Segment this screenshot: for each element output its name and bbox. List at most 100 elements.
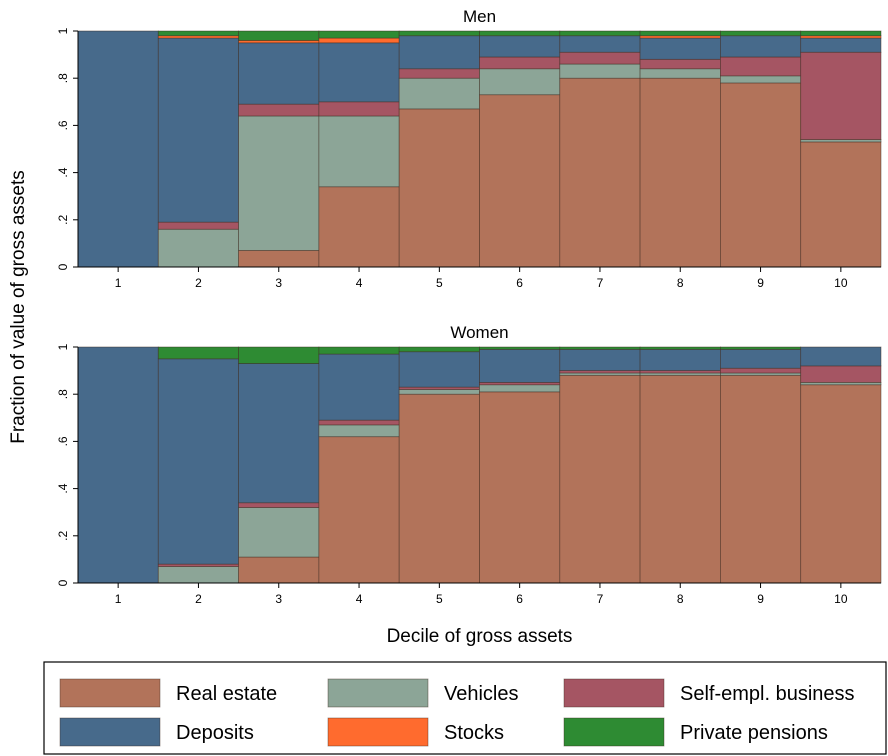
bar-segment-men-decile-9-deposits	[720, 36, 800, 57]
legend-label-stocks: Stocks	[444, 722, 504, 744]
bar-segment-men-decile-9-private-pensions	[720, 31, 800, 36]
y-tick-label: 0	[56, 579, 70, 586]
bar-segment-women-decile-3-deposits	[239, 364, 319, 503]
bar-segment-men-decile-2-vehicles	[158, 229, 238, 267]
bar-segment-women-decile-9-deposits	[720, 349, 800, 368]
legend-swatch-private-pensions	[564, 718, 664, 746]
bar-segment-women-decile-4-self-empl-business	[319, 420, 399, 425]
x-tick-label: 4	[356, 276, 363, 290]
legend-label-self-empl-business: Self-empl. business	[680, 683, 855, 705]
bar-segment-women-decile-6-real-estate	[480, 392, 560, 583]
y-tick-label: 0	[56, 263, 70, 270]
bar-segment-men-decile-6-self-empl-business	[480, 57, 560, 69]
bar-segment-men-decile-3-deposits	[239, 43, 319, 104]
y-tick-label: .2	[56, 530, 70, 540]
legend-swatch-stocks	[328, 718, 428, 746]
bar-segment-men-decile-4-private-pensions	[319, 31, 399, 38]
bar-segment-women-decile-9-real-estate	[720, 375, 800, 583]
x-tick-label: 9	[757, 276, 764, 290]
bar-segment-women-decile-3-self-empl-business	[239, 503, 319, 508]
bar-segment-men-decile-6-deposits	[480, 36, 560, 57]
bar-segment-men-decile-5-real-estate	[399, 109, 479, 267]
bar-segment-men-decile-7-real-estate	[560, 78, 640, 267]
panel-title-women: Women	[450, 323, 508, 342]
bar-segment-women-decile-8-real-estate	[640, 375, 720, 583]
x-tick-label: 8	[677, 592, 684, 606]
legend-swatch-real-estate	[60, 679, 160, 707]
panel-title-men: Men	[463, 7, 496, 26]
bar-segment-men-decile-4-real-estate	[319, 187, 399, 267]
bar-segment-men-decile-2-self-empl-business	[158, 222, 238, 229]
y-tick-label: .4	[56, 483, 70, 493]
bar-segment-women-decile-2-private-pensions	[158, 347, 238, 359]
bar-segment-men-decile-4-stocks	[319, 38, 399, 43]
bar-segment-women-decile-2-deposits	[158, 359, 238, 564]
bar-segment-women-decile-4-private-pensions	[319, 347, 399, 354]
bar-segment-men-decile-4-vehicles	[319, 116, 399, 187]
bar-segment-women-decile-2-vehicles	[158, 566, 238, 583]
y-tick-label: .8	[56, 73, 70, 83]
bar-segment-men-decile-6-private-pensions	[480, 31, 560, 36]
bar-segment-men-decile-8-private-pensions	[640, 31, 720, 36]
bar-segment-men-decile-5-self-empl-business	[399, 69, 479, 78]
bar-segment-women-decile-8-deposits	[640, 349, 720, 370]
bar-segment-women-decile-5-vehicles	[399, 389, 479, 394]
bar-segment-men-decile-10-real-estate	[801, 142, 881, 267]
bar-segment-women-decile-4-real-estate	[319, 437, 399, 583]
bar-segment-women-decile-5-deposits	[399, 352, 479, 387]
y-tick-label: .6	[56, 436, 70, 446]
bar-segment-men-decile-7-deposits	[560, 36, 640, 53]
bar-segment-men-decile-3-self-empl-business	[239, 104, 319, 116]
y-tick-label: .4	[56, 167, 70, 177]
bar-segment-men-decile-2-deposits	[158, 38, 238, 222]
bar-segment-men-decile-8-vehicles	[640, 69, 720, 78]
bar-segment-women-decile-4-vehicles	[319, 425, 399, 437]
bar-segment-men-decile-3-real-estate	[239, 250, 319, 267]
bar-segment-women-decile-5-private-pensions	[399, 347, 479, 352]
legend-label-real-estate: Real estate	[176, 683, 277, 705]
y-axis-title: Fraction of value of gross assets	[8, 170, 29, 444]
x-tick-label: 3	[275, 592, 282, 606]
bar-segment-women-decile-6-deposits	[480, 349, 560, 382]
bar-segment-men-decile-6-real-estate	[480, 95, 560, 267]
bar-segment-men-decile-10-private-pensions	[801, 31, 881, 36]
bar-segment-men-decile-9-self-empl-business	[720, 57, 800, 76]
x-tick-label: 6	[516, 592, 523, 606]
bar-segment-men-decile-3-private-pensions	[239, 31, 319, 40]
bar-segment-women-decile-3-vehicles	[239, 507, 319, 557]
bar-segment-women-decile-4-deposits	[319, 354, 399, 420]
bar-segment-men-decile-9-vehicles	[720, 76, 800, 83]
bar-segment-women-decile-8-private-pensions	[640, 347, 720, 349]
bar-segment-women-decile-7-deposits	[560, 349, 640, 370]
bar-segment-men-decile-7-vehicles	[560, 64, 640, 78]
x-tick-label: 5	[436, 276, 443, 290]
bar-segment-men-decile-4-self-empl-business	[319, 102, 399, 116]
x-tick-label: 1	[115, 276, 122, 290]
x-tick-label: 2	[195, 276, 202, 290]
bar-segment-men-decile-5-private-pensions	[399, 31, 479, 36]
bar-segment-men-decile-3-vehicles	[239, 116, 319, 251]
bar-segment-women-decile-3-private-pensions	[239, 347, 319, 364]
legend-label-private-pensions: Private pensions	[680, 722, 828, 744]
x-tick-label: 10	[834, 592, 848, 606]
x-tick-label: 2	[195, 592, 202, 606]
y-tick-label: .8	[56, 389, 70, 399]
y-tick-label: .6	[56, 120, 70, 130]
bar-segment-men-decile-1-deposits	[78, 31, 158, 267]
legend-swatch-vehicles	[328, 679, 428, 707]
bar-segment-women-decile-10-deposits	[801, 347, 881, 366]
bar-segment-men-decile-4-deposits	[319, 43, 399, 102]
bar-segment-women-decile-5-real-estate	[399, 394, 479, 583]
x-axis-title: Decile of gross assets	[387, 626, 573, 647]
bar-segment-women-decile-9-private-pensions	[720, 347, 800, 349]
bar-segment-men-decile-9-real-estate	[720, 83, 800, 267]
bar-segment-men-decile-8-self-empl-business	[640, 59, 720, 68]
x-tick-label: 1	[115, 592, 122, 606]
bar-segment-women-decile-3-real-estate	[239, 557, 319, 583]
legend-swatch-self-empl-business	[564, 679, 664, 707]
bar-segment-women-decile-1-deposits	[78, 347, 158, 583]
y-tick-label: 1	[56, 343, 70, 350]
bar-segment-men-decile-7-self-empl-business	[560, 52, 640, 64]
x-tick-label: 4	[356, 592, 363, 606]
bar-segment-women-decile-10-self-empl-business	[801, 366, 881, 383]
